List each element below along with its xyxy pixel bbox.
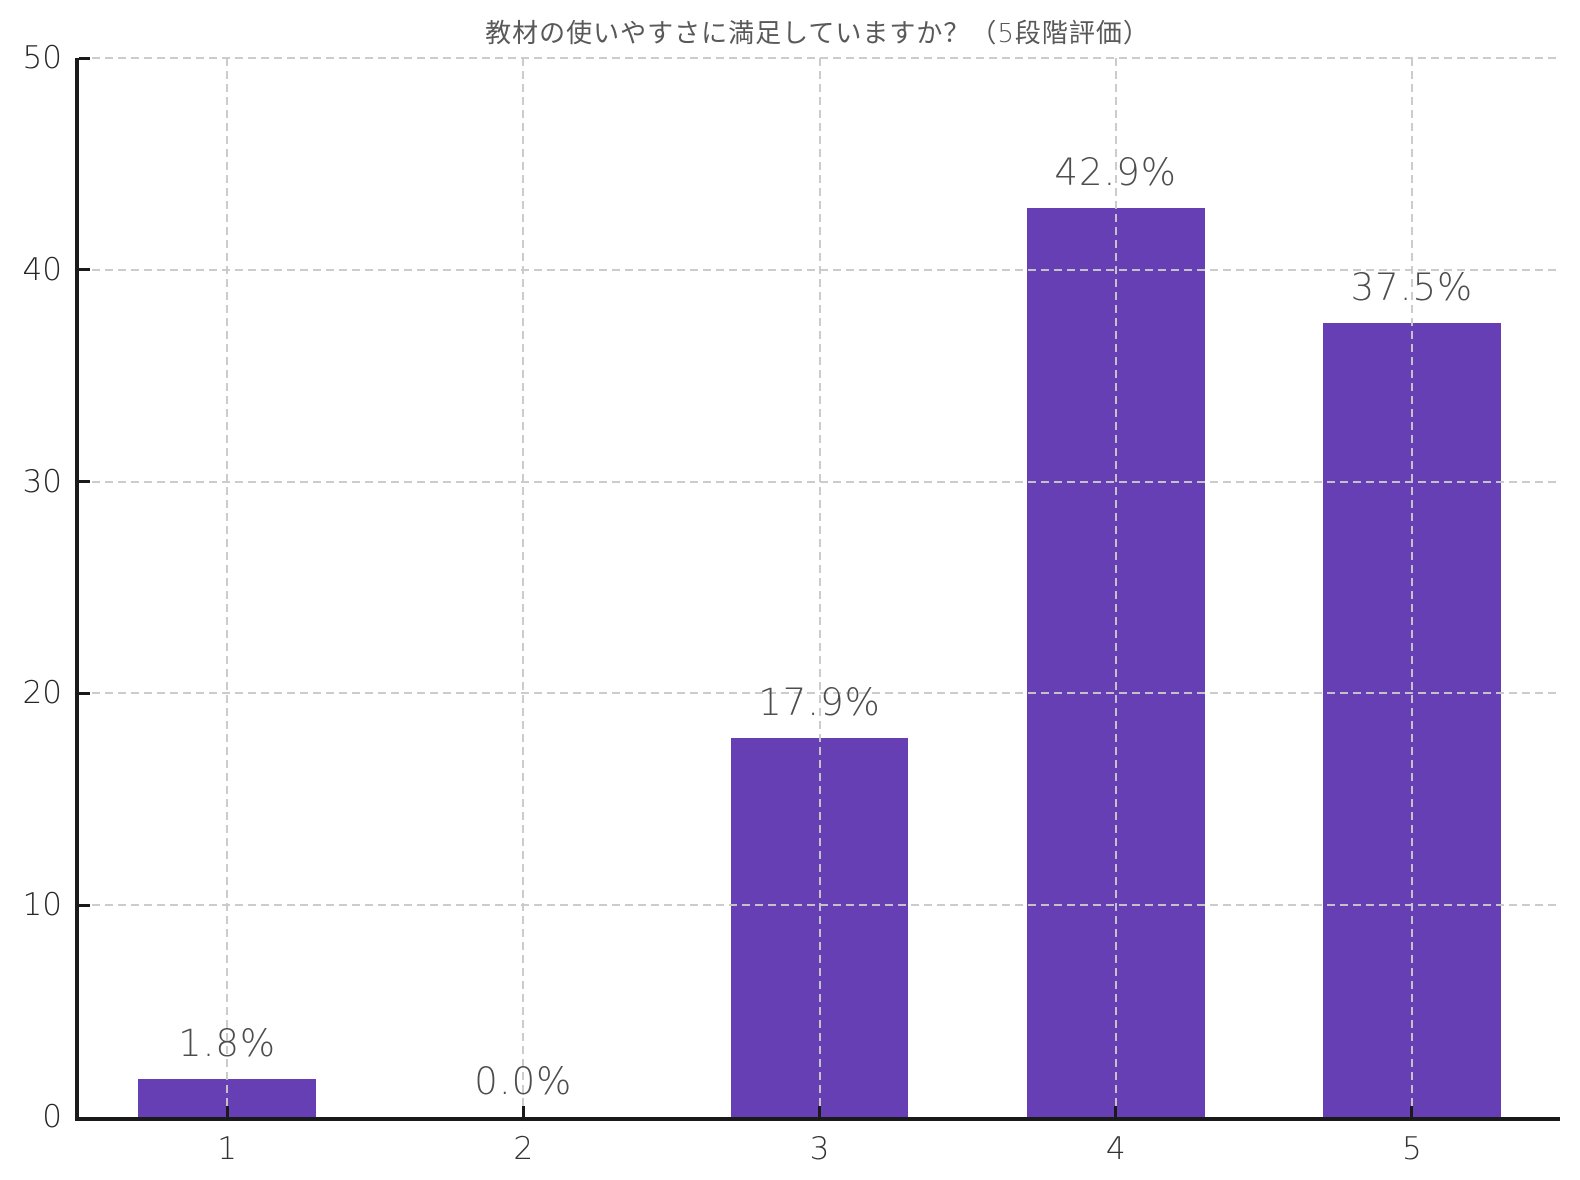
y-tick-label: 10 — [22, 887, 62, 924]
bar-value-label: 0.0% — [474, 1060, 573, 1103]
x-tick-mark — [225, 1106, 229, 1117]
plot-area: 1.8% 0.0% 17.9% 42.9% 37.5% — [75, 56, 1560, 1121]
x-tick-label: 3 — [809, 1131, 830, 1167]
y-tick-mark — [79, 903, 90, 907]
x-tick-label: 4 — [1105, 1131, 1126, 1167]
bar-value-label: 42.9% — [1054, 151, 1177, 195]
bar-value-label: 1.8% — [178, 1021, 277, 1065]
y-tick-mark — [79, 56, 90, 60]
x-tick-mark — [818, 1106, 821, 1117]
gridline-vertical — [226, 58, 229, 1117]
y-tick-mark — [79, 691, 90, 695]
gridline-vertical — [1410, 58, 1413, 1117]
chart-title: 教材の使いやすさに満足していますか？（5段階評価） — [485, 19, 1150, 49]
y-tick-mark — [79, 480, 90, 484]
y-tick-label: 20 — [22, 675, 62, 712]
x-tick-mark — [1114, 1106, 1118, 1117]
y-tick-label: 40 — [22, 251, 62, 288]
y-tick-label: 0 — [42, 1099, 62, 1135]
y-tick-label: 50 — [22, 40, 62, 76]
gridline-vertical — [522, 58, 525, 1117]
x-tick-label: 5 — [1402, 1131, 1422, 1167]
x-tick-mark — [1410, 1106, 1414, 1117]
bar-value-label: 37.5% — [1350, 265, 1474, 309]
y-tick-label: 30 — [22, 463, 62, 500]
gridline-vertical — [1114, 58, 1117, 1117]
x-tick-label: 2 — [513, 1131, 534, 1167]
bar-value-label: 17.9% — [758, 680, 881, 724]
x-tick-label: 1 — [217, 1131, 237, 1167]
y-tick-mark — [79, 268, 90, 272]
gridline-vertical — [818, 58, 821, 1117]
x-tick-mark — [521, 1106, 525, 1117]
